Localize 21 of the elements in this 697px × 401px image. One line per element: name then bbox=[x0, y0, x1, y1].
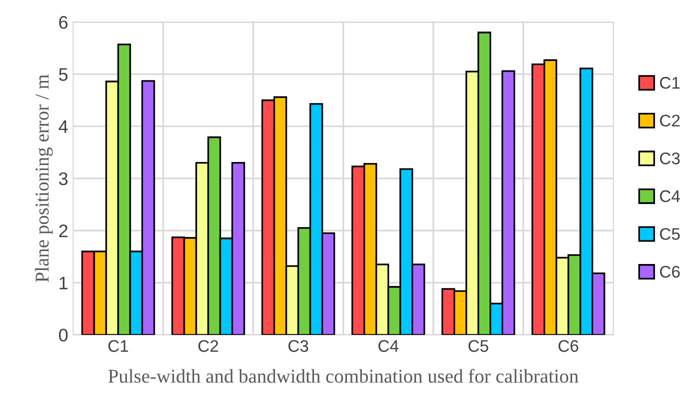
y-tick-label: 5 bbox=[59, 68, 68, 81]
x-tick-label: C2 bbox=[198, 340, 218, 352]
x-axis-title: Pulse-width and bandwidth combination used for calibration bbox=[108, 368, 578, 383]
y-tick-label: 1 bbox=[60, 276, 68, 290]
y-tick-label: 6 bbox=[59, 16, 68, 29]
y-tick-label: 3 bbox=[58, 172, 68, 186]
x-tick-label: C4 bbox=[378, 340, 398, 352]
x-tick-label: C1 bbox=[108, 340, 128, 352]
legend-label: C1 bbox=[660, 76, 680, 89]
x-tick-label: C3 bbox=[288, 340, 308, 352]
legend-label: C3 bbox=[660, 152, 680, 164]
x-tick-label: C5 bbox=[468, 340, 488, 352]
legend-label: C2 bbox=[660, 114, 680, 127]
y-tick-label: 2 bbox=[59, 224, 68, 238]
y-tick-label: 4 bbox=[58, 120, 68, 133]
legend-label: C4 bbox=[660, 190, 680, 202]
legend-label: C6 bbox=[660, 266, 680, 278]
legend-label: C5 bbox=[660, 228, 680, 240]
y-axis-title: Plane positioning error / m bbox=[35, 74, 53, 282]
y-tick-label: 0 bbox=[58, 328, 68, 342]
x-tick-label: C6 bbox=[558, 340, 578, 352]
